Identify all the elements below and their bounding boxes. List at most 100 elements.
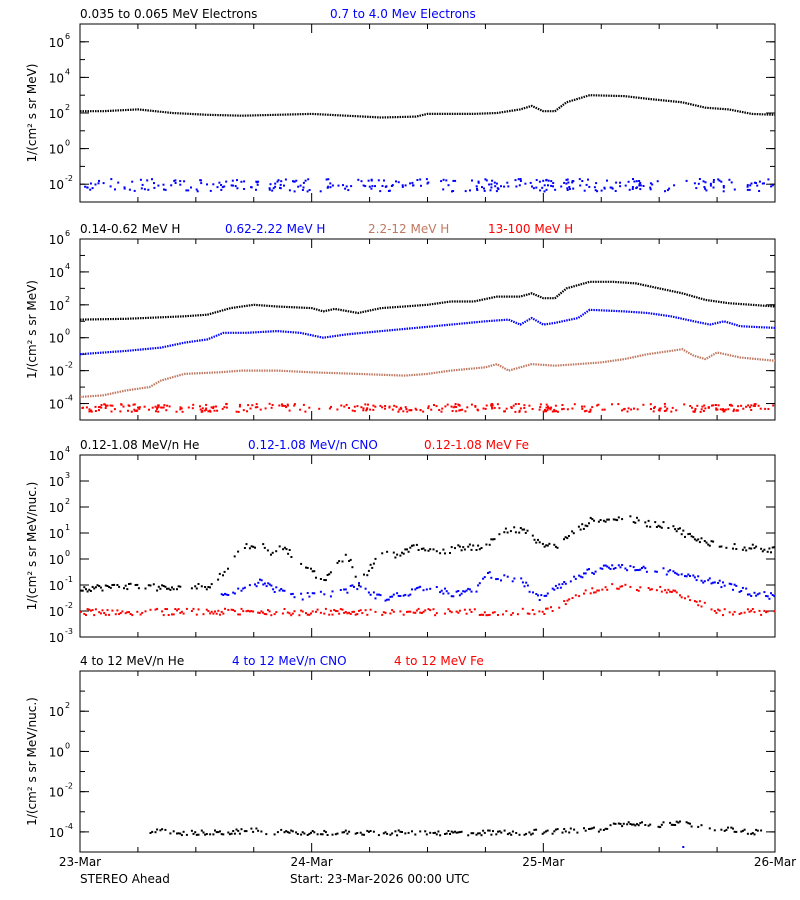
data-point (192, 607, 195, 610)
data-point (675, 530, 678, 533)
data-point (599, 519, 602, 521)
data-point (460, 549, 463, 552)
data-point (434, 831, 437, 834)
data-point (740, 612, 743, 615)
data-point (109, 404, 112, 407)
data-point (474, 405, 477, 408)
data-point (110, 410, 113, 413)
data-point (202, 831, 205, 834)
data-point (296, 833, 299, 835)
data-point (274, 182, 277, 185)
data-point (409, 593, 412, 596)
data-point (299, 408, 302, 411)
data-point (165, 409, 168, 412)
data-point (629, 565, 632, 568)
data-point (218, 572, 221, 575)
data-point (649, 588, 652, 591)
y-tick-exponent: 0 (65, 741, 70, 750)
data-point (243, 830, 246, 833)
data-point (609, 824, 612, 827)
data-point (353, 405, 356, 408)
data-point (720, 180, 723, 183)
data-point (491, 403, 494, 405)
data-point (205, 407, 208, 410)
data-point (510, 833, 513, 836)
data-point (415, 543, 418, 546)
data-point (98, 585, 101, 587)
data-point (217, 609, 220, 612)
data-point (733, 408, 735, 411)
data-point (553, 830, 556, 833)
data-point (753, 833, 756, 836)
data-point (99, 586, 102, 589)
data-point (279, 187, 282, 190)
data-point (480, 613, 483, 616)
data-point (445, 590, 448, 593)
data-point (558, 583, 561, 586)
data-point (531, 185, 533, 188)
data-point (606, 588, 609, 591)
data-point (565, 178, 568, 181)
data-point (720, 828, 723, 831)
data-point (627, 180, 630, 183)
data-point (757, 404, 760, 407)
data-point (104, 584, 107, 587)
data-point (715, 611, 718, 614)
data-point (342, 184, 344, 187)
data-point (738, 590, 741, 593)
data-point (669, 590, 672, 593)
data-point (149, 832, 152, 834)
data-point (285, 548, 288, 551)
data-point (449, 610, 451, 613)
data-point (360, 180, 363, 183)
data-point (286, 404, 289, 407)
data-point (503, 829, 506, 832)
data-point (442, 178, 445, 181)
data-point (637, 824, 640, 827)
data-point (455, 410, 458, 413)
data-point (667, 527, 670, 529)
data-point (141, 183, 144, 186)
data-point (703, 540, 706, 542)
data-point (765, 611, 768, 614)
data-point (614, 518, 617, 521)
legend-label: 0.7 to 4.0 Mev Electrons (330, 7, 476, 21)
data-point (765, 595, 768, 597)
data-point (519, 180, 522, 182)
data-point (143, 188, 146, 191)
data-point (669, 821, 672, 824)
data-point (240, 607, 243, 610)
data-point (89, 590, 92, 592)
data-point (652, 410, 655, 413)
data-point (190, 587, 193, 590)
data-point (741, 548, 744, 551)
data-point (461, 408, 464, 411)
data-point (490, 186, 493, 189)
data-point (293, 190, 296, 193)
data-point (689, 599, 691, 602)
data-point (433, 404, 435, 406)
data-point (127, 404, 130, 407)
data-point (427, 407, 430, 410)
data-point (635, 187, 638, 190)
data-point (414, 611, 417, 614)
data-point (209, 612, 212, 615)
data-point (308, 613, 311, 616)
data-point (171, 613, 173, 616)
data-point (441, 407, 444, 410)
data-point (741, 586, 744, 589)
data-point (634, 824, 637, 827)
data-point (736, 409, 739, 412)
data-point (447, 184, 450, 187)
data-point (131, 614, 134, 617)
data-point (200, 410, 203, 413)
data-point (170, 184, 173, 187)
data-point (162, 183, 165, 186)
data-point (601, 567, 604, 570)
data-point (707, 543, 710, 546)
data-point (354, 613, 357, 616)
data-point (104, 407, 107, 409)
data-point (655, 589, 658, 592)
data-point (364, 587, 367, 590)
data-point (685, 575, 688, 578)
